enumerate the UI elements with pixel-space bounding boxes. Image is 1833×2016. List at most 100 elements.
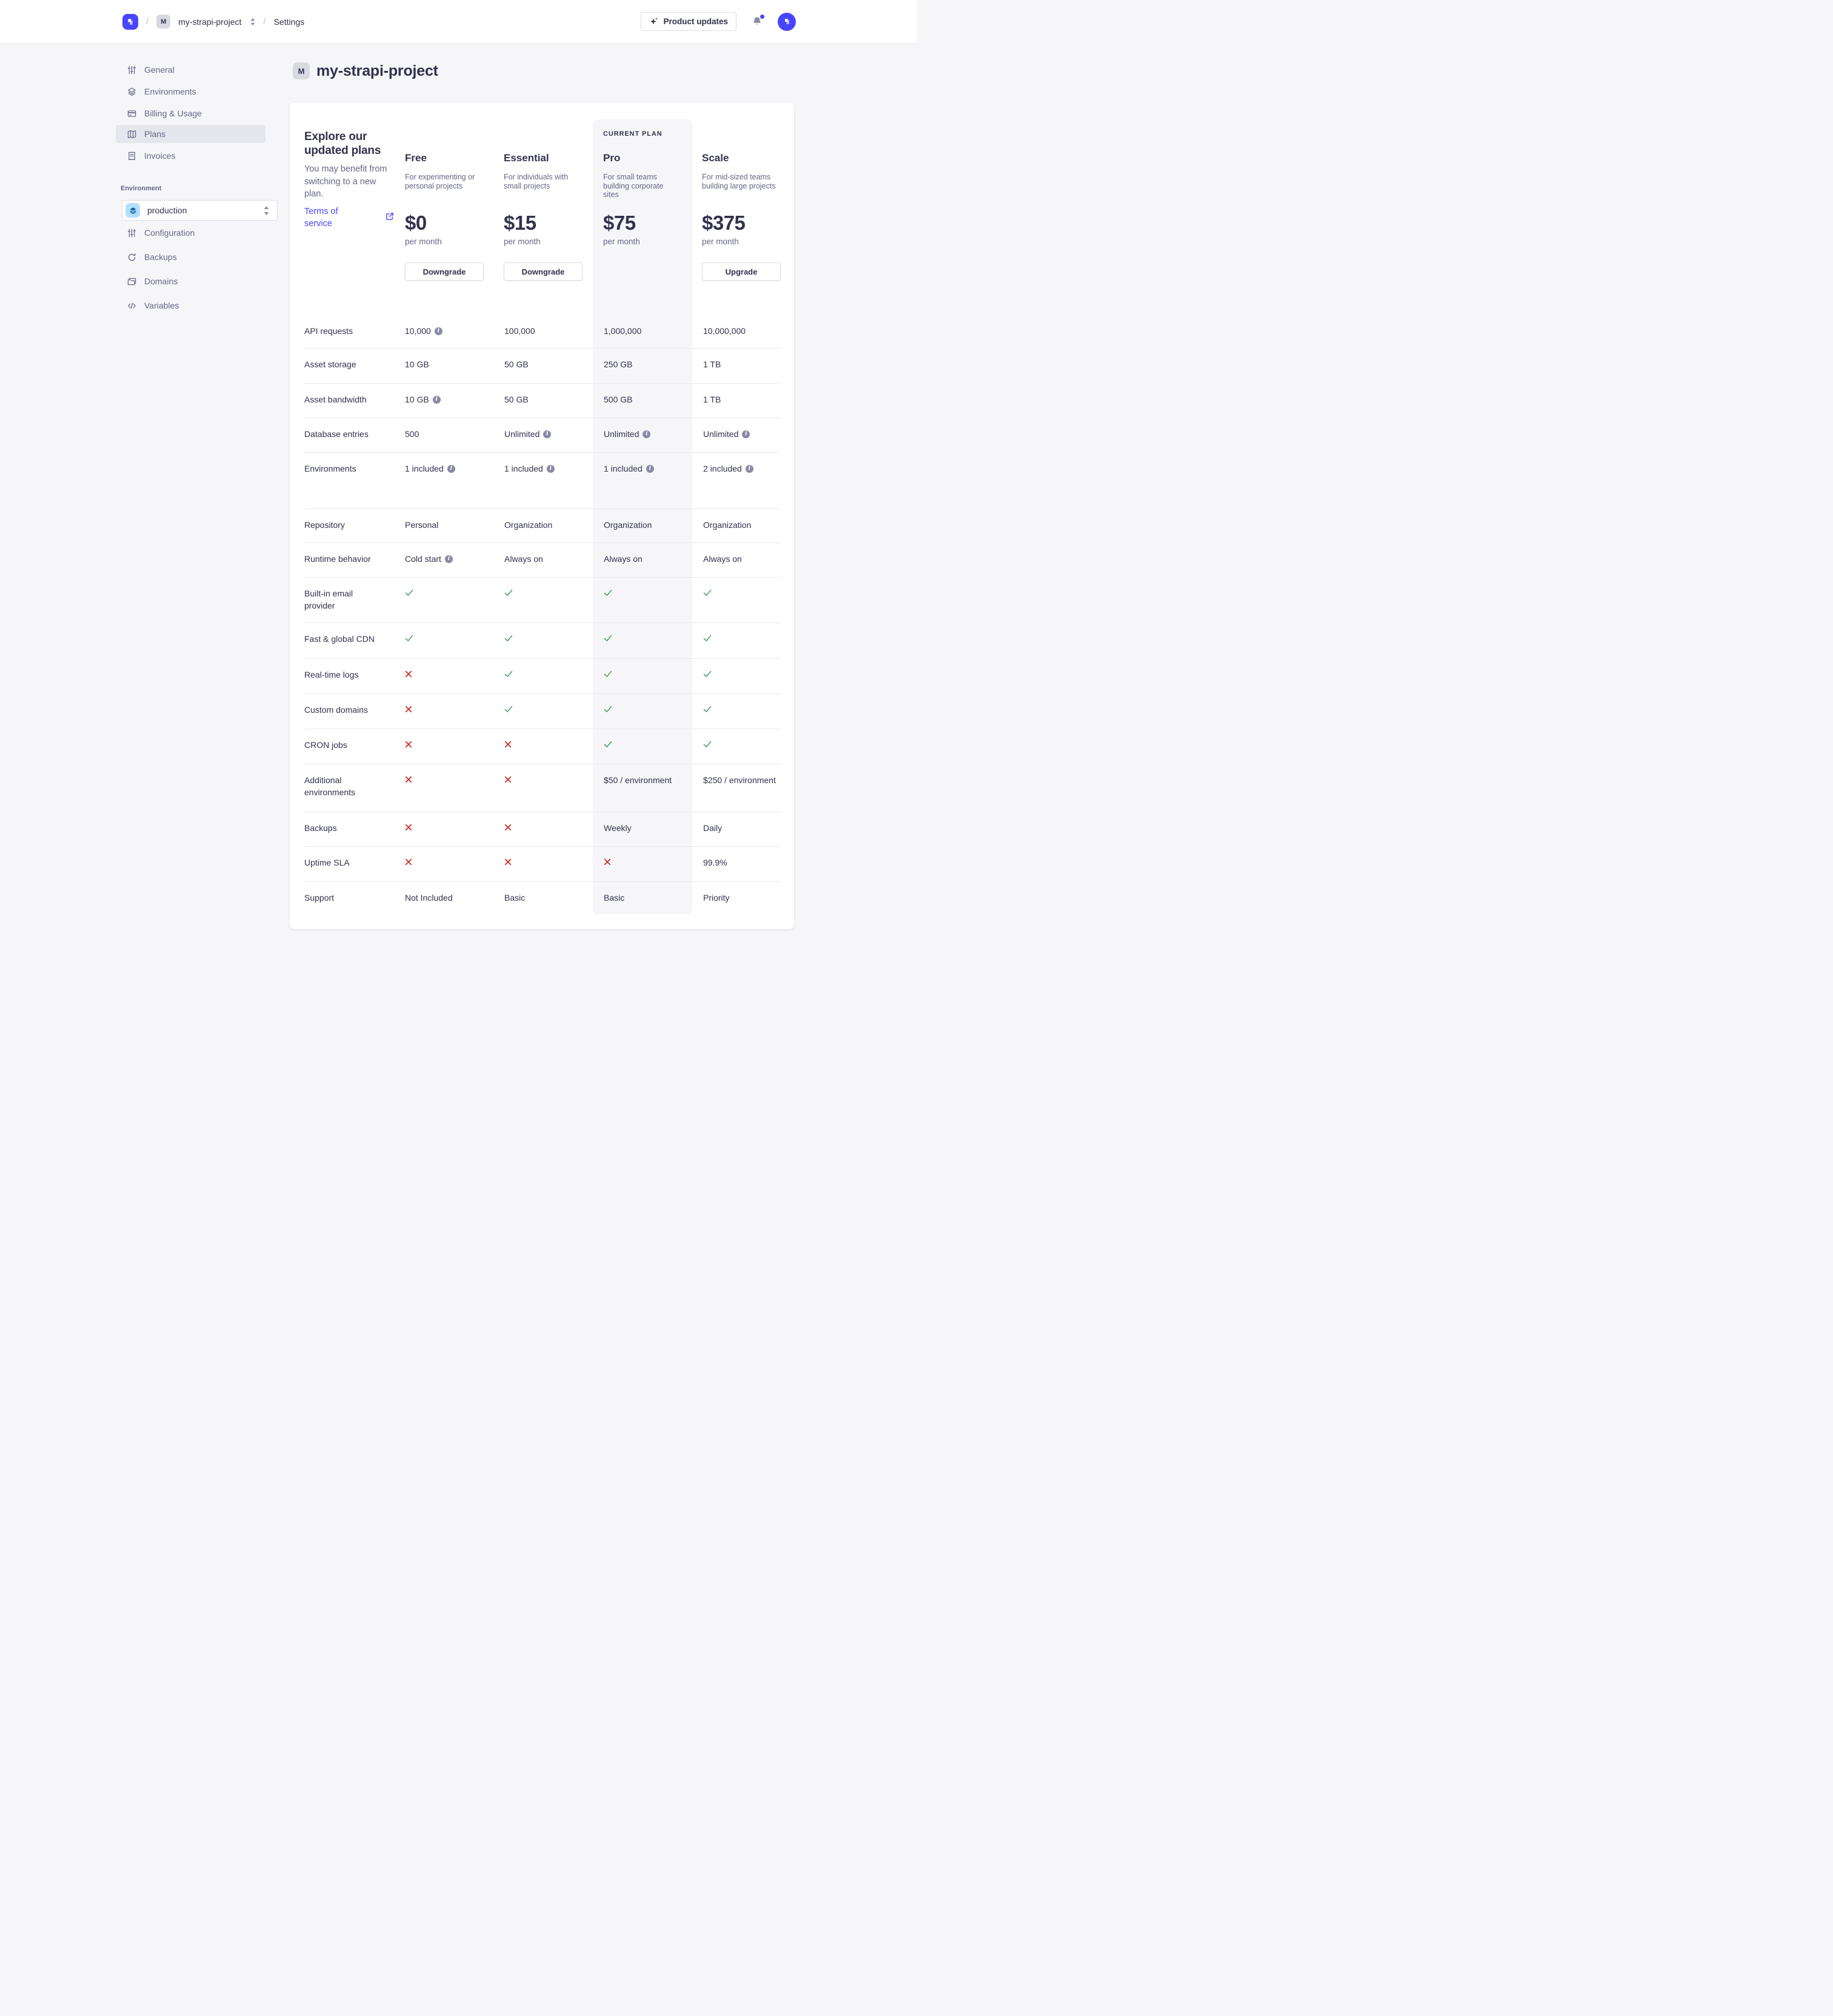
sidebar-item-general[interactable]: General <box>116 61 265 79</box>
feature-value: Organization <box>604 520 652 530</box>
sidebar-item-invoices[interactable]: Invoices <box>116 147 265 165</box>
sidebar-item-configuration[interactable]: Configuration <box>116 224 265 242</box>
feature-cell <box>693 633 792 642</box>
feature-cell: 1 TB <box>693 358 792 370</box>
table-row: Runtime behavior Cold start i Always on Alwa… <box>304 542 780 577</box>
info-icon[interactable]: i <box>447 464 455 473</box>
environment-select[interactable]: production <box>122 200 278 221</box>
check-icon <box>504 635 513 642</box>
plan-name: Pro <box>603 152 621 164</box>
info-icon[interactable]: i <box>745 464 753 473</box>
feature-cell: Unlimited i <box>593 428 693 440</box>
table-row: Asset storage 10 GB 50 GB 250 GB 1 TB <box>304 348 780 383</box>
feature-label: Custom domains <box>304 705 369 715</box>
feature-cell <box>693 669 792 678</box>
project-switcher-icon[interactable] <box>250 18 256 25</box>
feature-value: 10 GB <box>405 395 429 404</box>
notifications-button[interactable] <box>751 14 764 28</box>
sidebar-item-domains[interactable]: Domains <box>116 272 265 290</box>
feature-cell <box>593 856 693 866</box>
feature-value: $50 / environment <box>604 775 672 785</box>
feature-cell <box>395 774 494 783</box>
sidebar-item-billing-usage[interactable]: Billing & Usage <box>116 104 265 122</box>
feature-cell <box>693 704 792 713</box>
feature-cell: 10,000 i <box>395 325 494 337</box>
table-row: Built-in email provider <box>304 577 780 622</box>
info-icon[interactable]: i <box>434 327 442 335</box>
sliders-icon <box>127 229 136 238</box>
feature-value: $250 / environment <box>703 775 776 785</box>
cross-icon <box>504 824 512 831</box>
feature-cell: Always on <box>593 553 693 565</box>
info-icon[interactable]: i <box>742 430 750 438</box>
notification-dot <box>760 14 764 19</box>
header-actions: Product updates <box>641 0 796 43</box>
info-icon[interactable]: i <box>643 430 651 438</box>
sidebar-item-backups[interactable]: Backups <box>116 248 265 266</box>
info-icon[interactable]: i <box>543 430 552 438</box>
plan-description: For individuals with small projects <box>504 173 569 190</box>
feature-cell: Priority <box>693 892 792 904</box>
feature-value: Weekly <box>604 823 632 833</box>
cross-icon <box>405 706 412 713</box>
info-icon[interactable]: i <box>546 464 555 473</box>
feature-cell: $250 / environment <box>693 774 792 786</box>
feature-value: 1 included <box>504 464 543 473</box>
feature-value: 10,000,000 <box>703 326 746 336</box>
strapi-logo[interactable] <box>122 13 138 30</box>
feature-cell: 10 GB i <box>395 393 494 406</box>
feature-cell <box>494 704 593 713</box>
feature-cell: Cold start i <box>395 553 494 565</box>
external-link-icon[interactable] <box>386 212 394 224</box>
refresh-icon <box>127 253 136 262</box>
cross-icon <box>405 741 412 748</box>
environment-icon-box <box>125 203 140 218</box>
user-avatar[interactable] <box>778 12 796 31</box>
check-icon <box>504 706 513 713</box>
feature-value: 1,000,000 <box>604 326 642 336</box>
info-icon[interactable]: i <box>444 555 453 563</box>
breadcrumb-project[interactable]: my-strapi-project <box>178 16 242 27</box>
sidebar-item-label: Invoices <box>144 151 176 161</box>
downgrade-button-essential[interactable]: Downgrade <box>504 262 583 281</box>
check-icon <box>703 589 712 596</box>
feature-value: Always on <box>504 554 543 564</box>
table-row: API requests 10,000 i 100,000 1,000,000 10,00… <box>304 315 780 348</box>
bell-icon <box>753 17 761 25</box>
current-plan-panel <box>593 119 692 914</box>
info-icon[interactable]: i <box>432 395 441 404</box>
sidebar-item-variables[interactable]: Variables <box>116 296 265 315</box>
downgrade-button-free[interactable]: Downgrade <box>405 262 484 281</box>
feature-cell <box>693 587 792 596</box>
cross-icon <box>405 858 412 866</box>
feature-value: Basic <box>604 893 625 903</box>
feature-cell: Organization <box>693 519 792 531</box>
invoice-icon <box>127 152 136 161</box>
table-row: Custom domains <box>304 693 780 729</box>
breadcrumb: / M my-strapi-project / Settings <box>122 0 304 43</box>
upgrade-button-scale[interactable]: Upgrade <box>702 262 781 281</box>
feature-cell: Basic <box>593 892 693 904</box>
feature-cell <box>593 587 693 596</box>
feature-cell <box>395 822 494 831</box>
feature-cell <box>693 739 792 748</box>
terms-of-service-link[interactable]: Terms of service <box>304 206 338 229</box>
feature-value: Personal <box>405 520 439 530</box>
sliders-icon <box>127 65 136 75</box>
product-updates-button[interactable]: Product updates <box>641 12 736 31</box>
feature-cell: Always on <box>494 553 593 565</box>
feature-cell: 50 GB <box>494 358 593 370</box>
feature-cell <box>395 669 494 678</box>
table-row: Database entries 500 Unlimited i Unlimited i U… <box>304 418 780 452</box>
info-icon[interactable]: i <box>646 464 654 473</box>
breadcrumb-section[interactable]: Settings <box>273 16 305 27</box>
feature-cell: 2 included i <box>693 462 792 475</box>
feature-value: 50 GB <box>504 395 529 404</box>
plan-column-free: Free For experimenting or personal proje… <box>395 102 494 309</box>
feature-cell <box>593 669 693 678</box>
feature-cell: Basic <box>494 892 593 904</box>
sidebar-item-environments[interactable]: Environments <box>116 82 265 101</box>
strapi-logo-icon <box>128 18 133 25</box>
feature-cell <box>395 856 494 866</box>
sidebar-item-plans[interactable]: Plans <box>116 125 265 143</box>
